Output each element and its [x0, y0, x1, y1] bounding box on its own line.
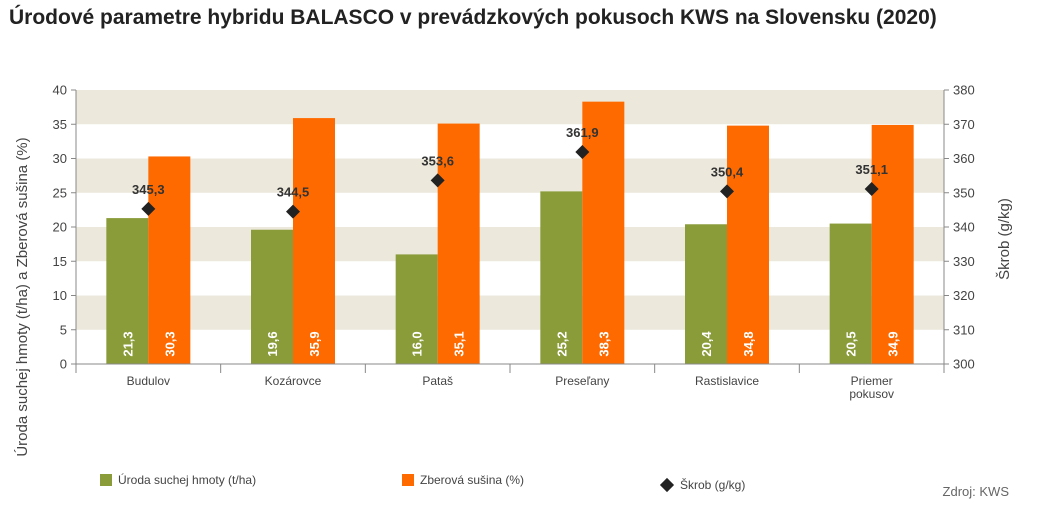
legend-item-yield: Úroda suchej hmoty (t/ha) [100, 473, 256, 487]
bar-label-drymatter: 35,9 [307, 331, 322, 356]
bar-label-drymatter: 30,3 [162, 331, 177, 356]
bar-label-drymatter: 35,1 [452, 331, 467, 356]
right-tick-label: 350 [953, 185, 975, 200]
bar-yield [829, 223, 872, 364]
bar-drymatter [727, 125, 769, 365]
legend-diamond-starch [659, 477, 675, 493]
bar-drymatter [582, 101, 625, 365]
x-tick-label: pokusov [849, 387, 894, 401]
x-axis: Budulov Kozárovce Pataš Preseľany Rastislavi… [75, 363, 945, 401]
bar-label-drymatter: 38,3 [596, 331, 611, 356]
right-tick-label: 380 [953, 83, 975, 98]
source-note: Zdroj: KWS [942, 484, 1009, 499]
right-tick-label: 370 [953, 117, 975, 132]
grid-band [76, 90, 944, 125]
starch-label: 345,3 [132, 182, 165, 197]
right-tick-label: 360 [953, 151, 975, 166]
legend-swatch-yield [100, 474, 112, 486]
bar-label-yield: 16,0 [410, 331, 425, 356]
chart-title: Úrodové parametre hybridu BALASCO v prev… [9, 6, 937, 29]
left-tick-label: 25 [53, 185, 67, 200]
left-tick-label: 40 [53, 83, 67, 98]
starch-label: 353,6 [421, 153, 454, 168]
starch-marker [720, 184, 734, 199]
bar-yield [251, 229, 293, 364]
y2-axis-label: Škrob (g/kg) [996, 198, 1013, 280]
starch-label: 361,9 [566, 125, 599, 140]
bar-drymatter [148, 156, 191, 364]
bar-label-yield: 20,4 [699, 331, 714, 357]
legend-label-yield: Úroda suchej hmoty (t/ha) [118, 473, 257, 487]
legend-item-starch: Škrob (g/kg) [659, 477, 746, 493]
right-tick-label: 310 [953, 322, 975, 337]
starch-marker [141, 201, 156, 216]
grid-band [76, 158, 944, 193]
legend-label-starch: Škrob (g/kg) [680, 478, 746, 492]
legend-item-drymatter: Zberová sušina (%) [402, 473, 524, 487]
x-tick-label: Budulov [127, 374, 170, 388]
starch-label: 350,4 [711, 164, 744, 179]
chart: 0 5 10 15 20 25 30 35 40 300 310 320 330 340 350 360 37… [14, 83, 1013, 457]
grid-band [76, 295, 944, 330]
bar-label-drymatter: 34,9 [886, 331, 901, 356]
grid-bands [76, 90, 944, 330]
y-axis-label: Úroda suchej hmoty (t/ha) a Zberová suši… [14, 137, 31, 456]
bar-label-yield: 20,5 [844, 331, 859, 356]
left-axis: 0 5 10 15 20 25 30 35 40 [53, 83, 77, 372]
starch-label: 351,1 [855, 162, 888, 177]
left-tick-label: 5 [60, 322, 67, 337]
starch-marker [286, 204, 300, 219]
left-tick-label: 20 [53, 220, 67, 235]
right-tick-label: 320 [953, 288, 975, 303]
legend-label-drymatter: Zberová sušina (%) [420, 473, 525, 487]
x-tick-label: Preseľany [555, 374, 609, 388]
legend-swatch-drymatter [402, 474, 414, 486]
bars: 21,3 30,3 19,6 35,9 16,0 35,1 25,2 38,3 20,4 34,8… [106, 101, 914, 365]
x-tick-label: Pataš [422, 374, 453, 388]
starch-marker [575, 144, 590, 159]
starch-marker [430, 173, 445, 188]
left-tick-label: 10 [53, 288, 67, 303]
right-axis: 300 310 320 330 340 350 360 370 380 [943, 83, 975, 372]
bar-label-yield: 19,6 [265, 331, 280, 356]
left-tick-label: 0 [60, 357, 67, 372]
starch-marker [864, 181, 879, 196]
left-tick-label: 35 [53, 117, 67, 132]
x-tick-label: Priemer [851, 374, 893, 388]
left-tick-label: 15 [53, 254, 67, 269]
bar-label-drymatter: 34,8 [741, 331, 756, 356]
right-tick-label: 300 [953, 357, 975, 372]
bar-yield [540, 191, 583, 364]
bar-label-yield: 25,2 [554, 331, 569, 356]
bar-label-yield: 21,3 [120, 331, 135, 356]
bar-drymatter [871, 124, 914, 364]
markers: 345,3 344,5 353,6 361,9 350,4 351,1 [132, 125, 888, 219]
bar-drymatter [293, 118, 335, 365]
x-tick-label: Kozárovce [265, 374, 322, 388]
grid-band [76, 227, 944, 262]
x-tick-label: Rastislavice [695, 374, 759, 388]
starch-label: 344,5 [277, 185, 310, 200]
right-tick-label: 340 [953, 220, 975, 235]
left-tick-label: 30 [53, 151, 67, 166]
bar-drymatter [437, 123, 480, 364]
bar-yield [395, 254, 438, 364]
bar-yield [685, 224, 727, 364]
right-tick-label: 330 [953, 254, 975, 269]
bar-yield [106, 218, 149, 364]
